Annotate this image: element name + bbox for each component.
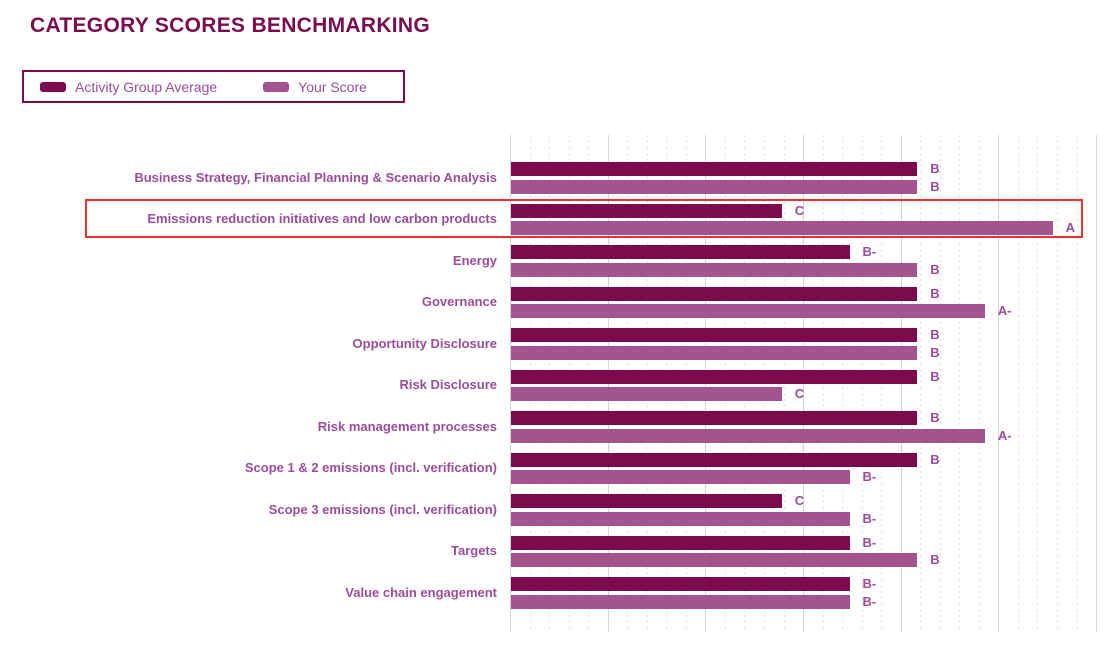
grade-label-activity-group-average: B (930, 368, 940, 384)
legend-label-activity-group-average: Activity Group Average (75, 78, 218, 95)
gridline-major (998, 135, 1000, 632)
gridline-major (900, 135, 902, 632)
category-label: Energy (452, 252, 497, 268)
gridline-minor (978, 135, 980, 632)
bar-activity-group-average (511, 369, 918, 384)
gridline-minor (588, 135, 590, 632)
grade-label-activity-group-average: C (794, 493, 805, 508)
gridline-minor (939, 135, 941, 632)
gridline-major (1096, 135, 1097, 632)
page-title: CATEGORY SCORES BENCHMARKING (30, 14, 431, 37)
category-label: Targets (451, 543, 497, 559)
legend-item-activity-group-average: Activity Group Average (40, 79, 217, 95)
grade-label-your-score: B- (862, 469, 877, 484)
gridline-minor (783, 135, 785, 632)
bar-your-score (511, 553, 918, 567)
bar-your-score (511, 262, 918, 277)
grade-label-activity-group-average: B (930, 410, 940, 425)
category-label: Value chain engagement (345, 584, 497, 600)
bar-activity-group-average (511, 162, 918, 176)
grade-label-activity-group-average: B (930, 451, 940, 467)
bar-activity-group-average (511, 286, 918, 301)
bar-your-score (511, 221, 1053, 235)
grade-label-activity-group-average: B (930, 285, 940, 301)
bar-your-score (511, 387, 782, 401)
gridline-minor (646, 135, 648, 632)
grade-label-your-score: A- (997, 303, 1012, 318)
grade-label-your-score: B (930, 344, 940, 360)
grade-label-activity-group-average: B (930, 161, 940, 176)
gridline-minor (666, 135, 668, 632)
legend-label-your-score: Your Score (298, 78, 367, 95)
bar-activity-group-average (511, 452, 918, 467)
gridline-minor (920, 135, 922, 632)
grade-label-activity-group-average: B (930, 327, 940, 342)
gridline-minor (724, 135, 726, 632)
gridline-minor (529, 135, 531, 632)
gridline-minor (959, 135, 961, 632)
bar-your-score (511, 304, 985, 318)
gridline-minor (627, 135, 629, 632)
category-label: Governance (421, 294, 497, 310)
category-label: Risk Disclosure (399, 377, 497, 393)
bar-your-score (511, 179, 918, 194)
legend: Activity Group Average Your Score (22, 70, 405, 103)
gridline-minor (1037, 135, 1039, 632)
gridline-minor (763, 135, 765, 632)
grade-label-activity-group-average: C (794, 202, 805, 218)
bar-your-score (511, 428, 985, 443)
gridline-minor (568, 135, 570, 632)
grade-label-activity-group-average: B- (862, 244, 877, 259)
gridline-minor (549, 135, 551, 632)
grade-label-your-score: B- (862, 510, 877, 526)
category-label: Emissions reduction initiatives and low … (147, 211, 497, 227)
category-label: Scope 3 emissions (incl. verification) (268, 501, 497, 517)
bar-activity-group-average (511, 203, 782, 218)
gridline-minor (1017, 135, 1019, 632)
gridline-major (705, 135, 707, 632)
legend-swatch-activity-group-average (40, 81, 66, 92)
benchmark-bar-chart: B B C A B- B B A- B B B C B A- B B- C B- B- B B- B- (510, 135, 1097, 632)
gridline-major (510, 135, 511, 632)
grade-label-your-score: B (930, 178, 940, 194)
grade-label-your-score: B (930, 261, 940, 277)
gridline-minor (822, 135, 824, 632)
legend-item-your-score: Your Score (263, 79, 367, 95)
category-label: Scope 1 & 2 emissions (incl. verificatio… (244, 460, 497, 476)
bar-your-score (511, 594, 850, 609)
grade-label-your-score: B (930, 552, 940, 567)
grade-label-your-score: A- (997, 427, 1012, 443)
bar-activity-group-average (511, 411, 918, 425)
gridline-minor (842, 135, 844, 632)
bar-your-score (511, 345, 918, 360)
grade-label-your-score: B- (862, 593, 877, 609)
bar-your-score (511, 511, 850, 526)
grade-label-activity-group-average: B- (862, 576, 877, 591)
gridline-major (607, 135, 609, 632)
grade-label-activity-group-average: B- (862, 534, 877, 550)
bar-your-score (511, 470, 850, 484)
bar-activity-group-average (511, 328, 918, 342)
grade-label-your-score: C (794, 386, 805, 401)
legend-swatch-your-score (263, 81, 290, 92)
bar-activity-group-average (511, 494, 782, 508)
gridline-major (803, 135, 804, 632)
bar-activity-group-average (511, 577, 850, 591)
grade-label-your-score: A (1065, 220, 1075, 235)
gridline-minor (861, 135, 863, 632)
gridline-minor (1056, 135, 1058, 632)
bar-activity-group-average (511, 535, 850, 550)
category-label: Risk management processes (317, 418, 497, 434)
gridline-minor (1076, 135, 1078, 632)
gridline-minor (744, 135, 746, 632)
category-label: Business Strategy, Financial Planning & … (134, 169, 497, 185)
gridline-minor (881, 135, 883, 632)
category-label: Opportunity Disclosure (352, 335, 497, 351)
gridline-minor (685, 135, 687, 632)
bar-activity-group-average (511, 245, 850, 259)
